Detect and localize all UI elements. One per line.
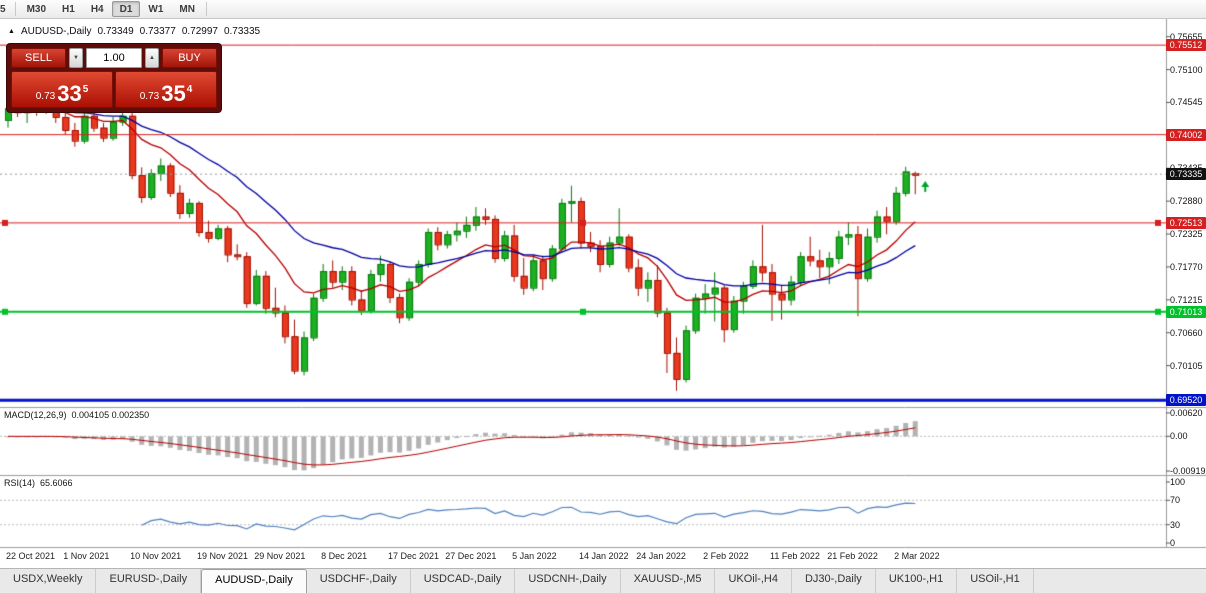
toolbar-separator: [14, 2, 16, 16]
volume-input[interactable]: [86, 48, 142, 68]
chart-tab-usdcnh-daily[interactable]: USDCNH-,Daily: [515, 569, 621, 593]
toolbar-separator: [205, 2, 207, 16]
ohlc-close: 0.73335: [223, 26, 261, 37]
buy-price-button[interactable]: 0.73 35 4: [115, 71, 217, 108]
chart-tab-xauusd-m5[interactable]: XAUUSD-,M5: [621, 569, 716, 593]
macd-indicator-values: 0.004105 0.002350: [71, 410, 150, 420]
rsi-indicator-value: 65.6066: [40, 478, 73, 488]
timeframe-button-5[interactable]: 5: [0, 3, 6, 15]
volume-increase-button[interactable]: ▲: [145, 48, 159, 68]
sell-price-prefix: 0.73: [35, 91, 56, 102]
chart-tab-audusd-daily[interactable]: AUDUSD-,Daily: [201, 569, 307, 593]
chart-tab-usoil-h1[interactable]: USOil-,H1: [957, 569, 1034, 593]
timeframe-button-d1[interactable]: D1: [111, 1, 141, 17]
sell-price-sup: 5: [82, 84, 89, 95]
chart-symbol-label: AUDUSD-,Daily: [20, 26, 92, 37]
timeframe-button-m30[interactable]: M30: [26, 3, 47, 15]
sell-button[interactable]: SELL: [11, 48, 66, 68]
chart-tab-usdcad-daily[interactable]: USDCAD-,Daily: [411, 569, 516, 593]
ohlc-high: 0.73377: [139, 26, 176, 37]
sell-price-big: 33: [57, 81, 82, 106]
volume-decrease-button[interactable]: ▼: [69, 48, 83, 68]
chart-tab-usdx-weekly[interactable]: USDX,Weekly: [0, 569, 97, 593]
buy-price-big: 35: [161, 81, 186, 106]
timeframe-toolbar: 5 M30 H1 H4 D1 W1 MN: [0, 0, 1206, 19]
timeframe-button-mn[interactable]: MN: [179, 3, 195, 15]
macd-pane-header: MACD(12,26,9) 0.004105 0.002350: [4, 410, 154, 420]
chart-tab-dj30-daily[interactable]: DJ30-,Daily: [792, 569, 876, 593]
macd-indicator-label: MACD(12,26,9): [4, 410, 67, 420]
timeframe-button-h1[interactable]: H1: [62, 3, 75, 15]
chart-tabs-bar: USDX,Weekly EURUSD-,Daily AUDUSD-,Daily USD…: [0, 568, 1206, 593]
chart-tab-uk100-h1[interactable]: UK100-,H1: [876, 569, 958, 593]
ohlc-open: 0.73349: [97, 26, 134, 37]
buy-price-sup: 4: [186, 84, 193, 95]
chart-tab-ukoil-h4[interactable]: UKOil-,H4: [715, 569, 792, 593]
buy-button[interactable]: BUY: [162, 48, 217, 68]
symbol-marker-icon: ▲: [8, 28, 15, 35]
buy-price-prefix: 0.73: [139, 91, 160, 102]
sell-price-button[interactable]: 0.73 33 5: [11, 71, 113, 108]
timeframe-button-h4[interactable]: H4: [90, 3, 104, 15]
rsi-pane-header: RSI(14) 65.6066: [4, 478, 78, 488]
chart-tab-eurusd-daily[interactable]: EURUSD-,Daily: [96, 569, 202, 593]
rsi-indicator-label: RSI(14): [4, 478, 36, 488]
chart-ohlc-header: ▲ AUDUSD-,Daily 0.73349 0.73377 0.72997 …: [8, 26, 260, 37]
timeframe-button-w1[interactable]: W1: [148, 3, 164, 15]
ohlc-low: 0.72997: [181, 26, 218, 37]
chart-tab-usdchf-daily[interactable]: USDCHF-,Daily: [307, 569, 411, 593]
